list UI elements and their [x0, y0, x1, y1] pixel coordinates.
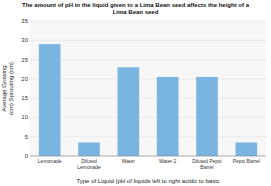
grid-line — [30, 156, 266, 157]
x-axis-line — [30, 156, 266, 157]
x-tick-label: Diluted PepsiBarrel — [192, 158, 221, 170]
grid-line — [30, 59, 266, 60]
bar — [196, 77, 218, 156]
y-axis-label: Average Growing(cm) Sprouting (cm) — [1, 62, 14, 115]
x-axis-label: Type of Liquid (pH of liquids left to ri… — [76, 178, 219, 184]
y-tick-label: 20 — [21, 76, 28, 82]
y-tick-label: 25 — [21, 57, 28, 63]
grid-line — [30, 78, 266, 79]
y-tick-label: 5 — [25, 134, 29, 140]
grid-line — [30, 40, 266, 41]
grid — [30, 21, 266, 156]
x-tick-label: Water 2 — [159, 158, 177, 164]
x-tick-label: Pepsi Barrel — [233, 158, 260, 164]
x-tick-label: Lemonade — [38, 158, 62, 164]
grid-line — [30, 117, 266, 118]
grid-line — [30, 136, 266, 137]
grid-line — [30, 21, 266, 22]
bar — [78, 143, 100, 157]
bars — [39, 44, 257, 156]
bar — [118, 67, 140, 156]
x-tick-label: Water — [122, 158, 135, 164]
bar — [236, 143, 258, 157]
x-tick-label: DilutedLemonade — [77, 158, 101, 170]
plot-area — [30, 21, 266, 156]
title: The amount of pH in the liquid given to … — [22, 2, 250, 15]
y-tick-label: 10 — [21, 114, 28, 120]
y-tick-label: 0 — [25, 153, 29, 159]
y-tick-label: 30 — [21, 37, 28, 43]
bar — [157, 77, 179, 156]
chart: 0 5 10 15 20 25 30 35 Lemonade DilutedLemonade Wat… — [0, 0, 271, 186]
bar — [39, 44, 61, 156]
grid-line — [30, 98, 266, 99]
y-tick-label: 15 — [21, 95, 28, 101]
y-tick-label: 35 — [21, 18, 28, 24]
